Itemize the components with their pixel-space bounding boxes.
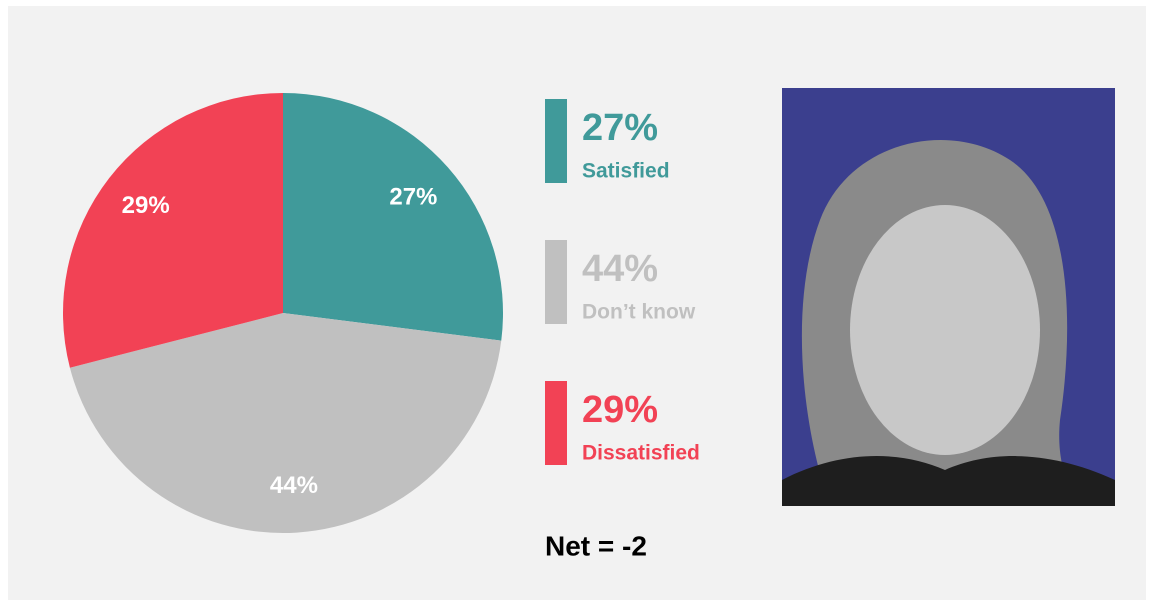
legend-swatch [545, 99, 567, 183]
legend-value: 29% [582, 389, 658, 431]
net-annotation: Net = -2 [545, 530, 647, 561]
legend-label: Satisfied [582, 160, 670, 183]
legend-value: 27% [582, 107, 658, 149]
slice-label: 29% [122, 192, 170, 219]
pie-slice [283, 93, 503, 341]
photo [782, 88, 1115, 506]
slice-label: 27% [389, 183, 437, 210]
photo-clothes [782, 456, 1115, 506]
pie-slice [63, 93, 283, 368]
legend-value: 44% [582, 248, 658, 290]
photo-face [850, 205, 1040, 455]
legend-label: Dissatisfied [582, 442, 700, 465]
pie-slice [69, 313, 502, 533]
legend-label: Don’t know [582, 301, 696, 324]
legend-swatch [545, 240, 567, 324]
slice-label: 44% [270, 472, 318, 499]
legend-swatch [545, 381, 567, 465]
